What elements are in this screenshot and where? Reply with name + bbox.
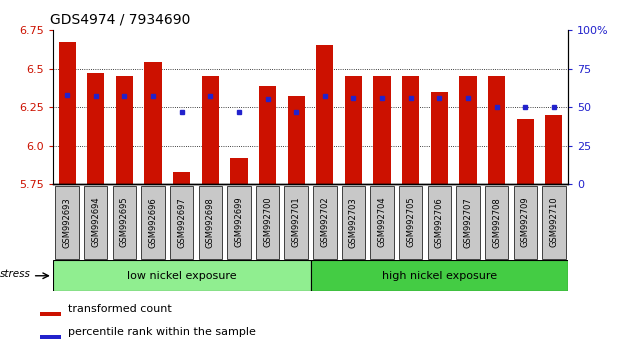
FancyBboxPatch shape [141,185,165,259]
Text: GSM992698: GSM992698 [206,197,215,247]
Text: GSM992707: GSM992707 [463,197,473,247]
FancyBboxPatch shape [84,185,107,259]
Text: low nickel exposure: low nickel exposure [127,271,237,281]
Bar [202,76,219,184]
FancyBboxPatch shape [514,185,537,259]
Text: GSM992709: GSM992709 [521,197,530,247]
Bar [373,76,391,184]
Bar [58,42,76,184]
Bar [345,76,362,184]
Text: GSM992701: GSM992701 [292,197,301,247]
FancyBboxPatch shape [313,185,337,259]
Text: GSM992700: GSM992700 [263,197,272,247]
Bar [431,92,448,184]
Text: stress: stress [0,269,31,279]
FancyBboxPatch shape [170,185,193,259]
Bar [288,96,305,184]
Bar [40,312,61,316]
Text: GDS4974 / 7934690: GDS4974 / 7934690 [50,12,191,26]
Text: GSM992696: GSM992696 [148,197,158,247]
Bar [145,62,161,184]
Text: GSM992693: GSM992693 [63,197,71,247]
Text: GSM992705: GSM992705 [406,197,415,247]
Text: transformed count: transformed count [68,304,172,314]
FancyBboxPatch shape [542,185,566,259]
Bar [460,76,476,184]
Text: GSM992708: GSM992708 [492,197,501,247]
FancyBboxPatch shape [55,185,79,259]
FancyBboxPatch shape [370,185,394,259]
FancyBboxPatch shape [456,185,480,259]
Bar [517,119,534,184]
FancyBboxPatch shape [227,185,251,259]
FancyBboxPatch shape [428,185,451,259]
Bar [316,45,333,184]
Text: percentile rank within the sample: percentile rank within the sample [68,327,256,337]
FancyBboxPatch shape [399,185,422,259]
Bar [173,172,190,184]
FancyBboxPatch shape [485,185,509,259]
Text: GSM992703: GSM992703 [349,197,358,247]
Text: GSM992699: GSM992699 [234,197,243,247]
FancyBboxPatch shape [342,185,365,259]
Bar [87,73,104,184]
Text: GSM992697: GSM992697 [177,197,186,247]
Bar [402,76,419,184]
Text: GSM992694: GSM992694 [91,197,100,247]
FancyBboxPatch shape [256,185,279,259]
Bar [53,260,310,291]
FancyBboxPatch shape [112,185,136,259]
FancyBboxPatch shape [284,185,308,259]
Bar [545,115,563,184]
Bar [230,158,248,184]
Text: GSM992695: GSM992695 [120,197,129,247]
Bar [40,335,61,338]
Bar [259,86,276,184]
FancyBboxPatch shape [199,185,222,259]
Bar [310,260,568,291]
Text: GSM992704: GSM992704 [378,197,387,247]
Text: GSM992706: GSM992706 [435,197,444,247]
Bar [488,76,505,184]
Bar [116,76,133,184]
Text: high nickel exposure: high nickel exposure [382,271,497,281]
Text: GSM992710: GSM992710 [550,197,558,247]
Text: GSM992702: GSM992702 [320,197,329,247]
